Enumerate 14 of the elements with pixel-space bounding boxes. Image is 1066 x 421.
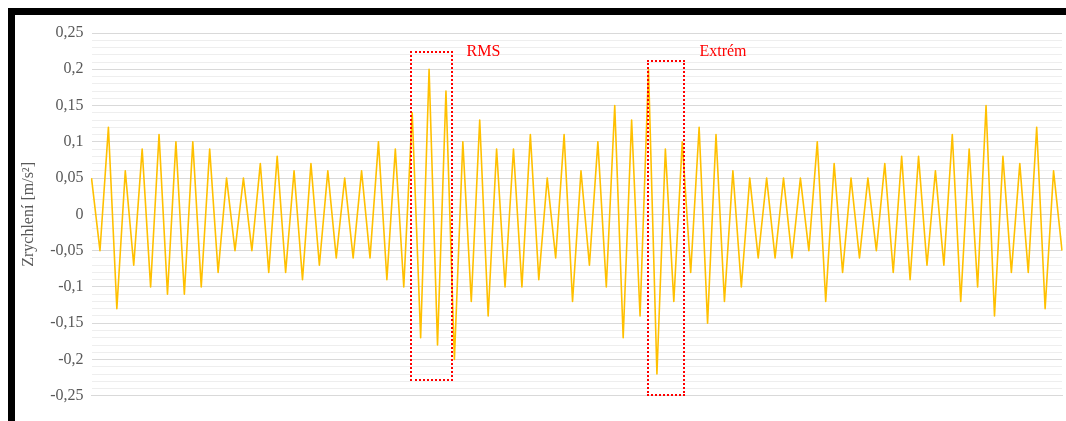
y-tick-label: -0,05 [50,240,84,258]
y-tick-label: -0,25 [50,386,84,403]
y-axis-title: Zrychlení [m/s²] [18,162,37,267]
y-tick-label: -0,15 [50,313,84,331]
y-tick-label: 0,25 [55,23,84,41]
y-tick-label: 0,2 [63,59,84,77]
y-tick-label: 0,1 [63,132,84,150]
y-tick-label: 0,05 [55,168,84,186]
annotation: Extrém [699,42,747,61]
annotation: RMS [466,42,501,61]
y-tick-label: 0,15 [55,95,84,113]
y-tick-label: 0 [75,204,84,222]
y-tick-label: -0,2 [58,349,84,367]
y-tick-label: -0,1 [58,277,84,295]
